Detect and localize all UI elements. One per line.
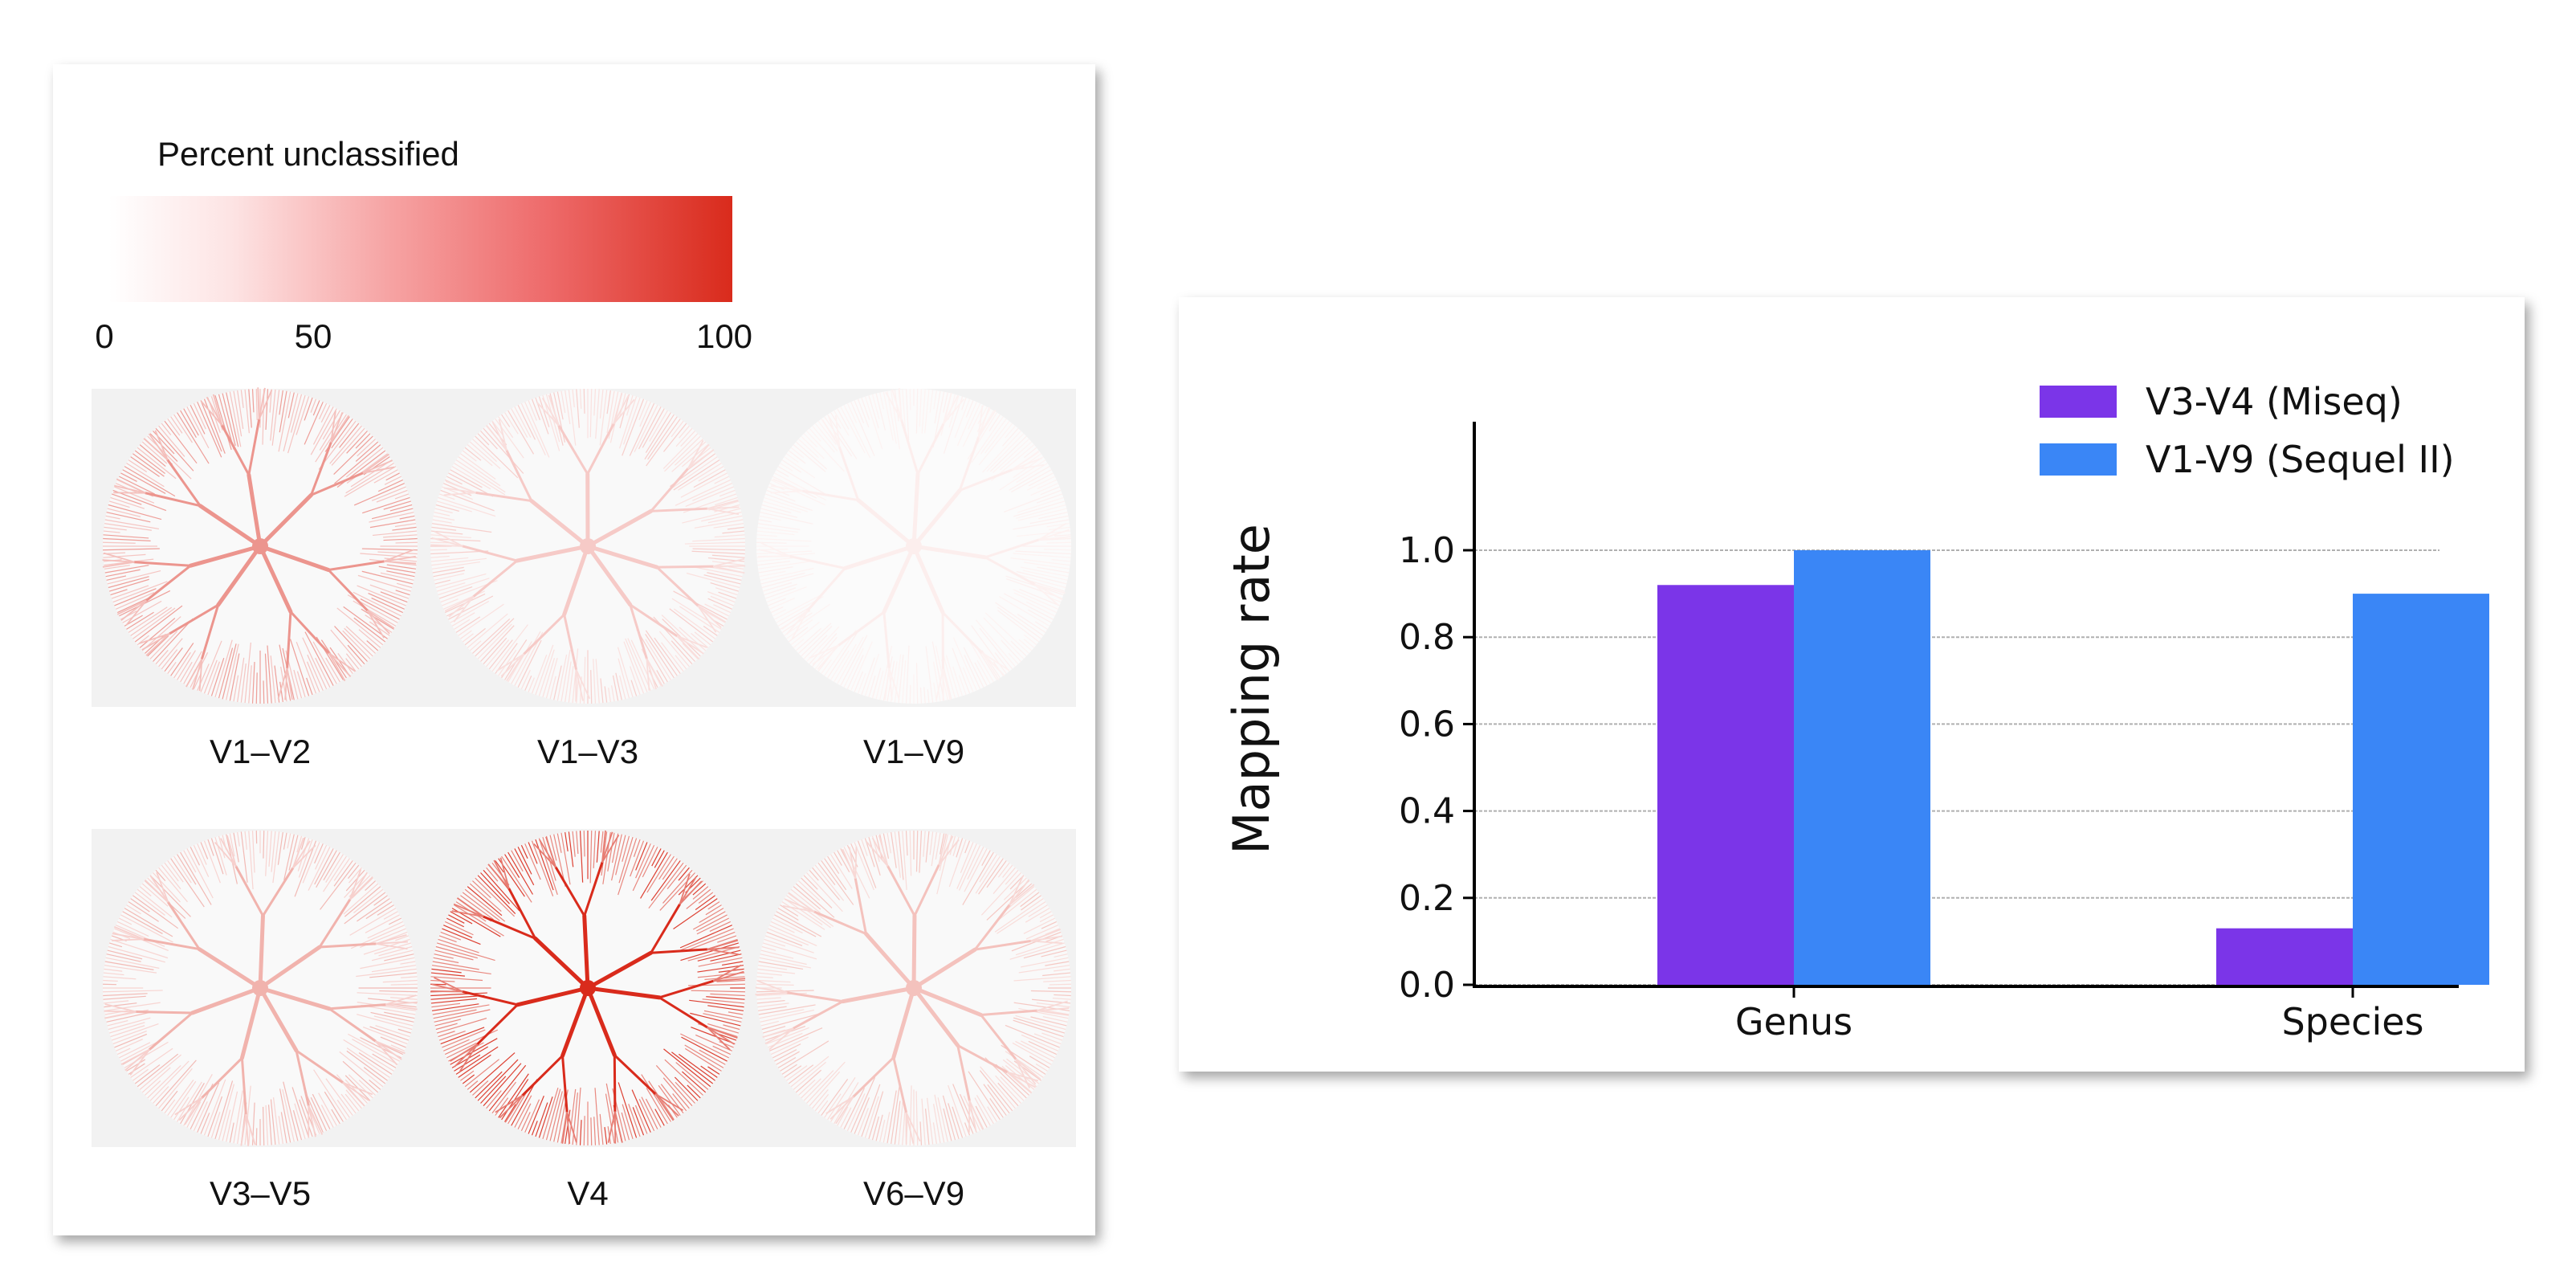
phylo-tree-1: [102, 387, 418, 704]
y-tick-label: 0.2: [1399, 878, 1455, 919]
phylo-tree-6: [755, 831, 1071, 1145]
y-tick-label: 0.4: [1399, 791, 1455, 832]
y-tick-label: 1.0: [1399, 530, 1455, 571]
bar-genus-series-2: [1794, 550, 1930, 985]
colorbar-tick-100: 100: [695, 317, 753, 355]
y-tick-label: 0.8: [1399, 617, 1455, 658]
legend-swatch-1: [2040, 386, 2117, 418]
mapping-rate-chart: 0.0 0.2 0.4 0.6 0.8 1.0 Mapping rate Genus Speci…: [1222, 380, 2489, 1043]
bar-genus-series-1: [1657, 585, 1794, 985]
phylo-tree-4: [103, 831, 418, 1146]
tree-label-v1-v9: V1–V9: [862, 733, 965, 770]
legend-label-2: V1-V9 (Sequel II): [2146, 438, 2455, 481]
colorbar-tick-50: 50: [294, 317, 332, 355]
bar-species-series-1: [2216, 928, 2353, 985]
tree-label-v4: V4: [567, 1174, 609, 1212]
tree-label-v6-v9: V6–V9: [862, 1174, 965, 1212]
x-tick-label-species: Species: [2281, 1000, 2423, 1043]
phylo-tree-5: [430, 830, 746, 1145]
x-tick-label-genus: Genus: [1735, 1000, 1853, 1043]
tree-label-v1-v3: V1–V3: [536, 733, 639, 770]
tree-label-v1-v2: V1–V2: [209, 733, 312, 770]
y-tick-label: 0.6: [1399, 704, 1455, 745]
legend-label-1: V3-V4 (Miseq): [2146, 380, 2403, 423]
phylo-tree-2: [430, 389, 746, 704]
tree-label-v3-v5: V3–V5: [209, 1174, 312, 1212]
colorbar-title: Percent unclassified: [157, 135, 459, 173]
colorbar-gradient: [109, 196, 732, 302]
colorbar-tick-0: 0: [95, 317, 114, 355]
bar-species-series-2: [2353, 594, 2489, 985]
phylo-tree-3: [756, 388, 1071, 704]
y-axis-label: Mapping rate: [1222, 524, 1281, 855]
y-tick-label: 0.0: [1399, 965, 1455, 1006]
legend-swatch-2: [2040, 443, 2117, 476]
